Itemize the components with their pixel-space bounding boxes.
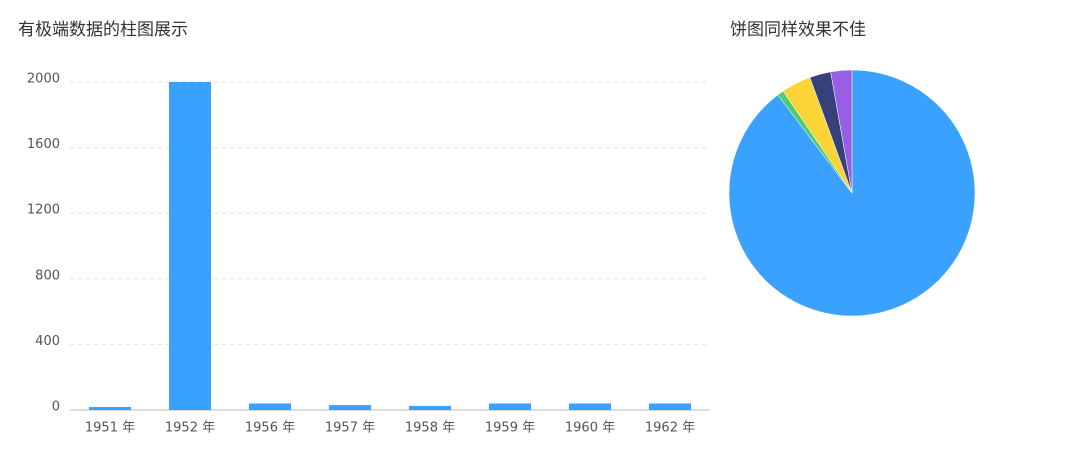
- x-tick-label: 1957 年: [325, 421, 375, 436]
- y-tick-label: 2000: [27, 72, 60, 87]
- bar: [409, 405, 451, 410]
- x-tick-label: 1962 年: [645, 421, 695, 436]
- y-tick-label: 800: [35, 268, 60, 283]
- y-tick-label: 400: [35, 334, 60, 349]
- bar: [89, 407, 131, 410]
- pie-title: 饼图同样效果不佳: [730, 20, 866, 40]
- x-tick-label: 1952 年: [165, 421, 215, 436]
- pie-slice: [830, 69, 853, 194]
- x-tick-label: 1958 年: [405, 421, 455, 436]
- x-tick-label: 1951 年: [85, 421, 135, 436]
- bar-title: 有极端数据的柱图展示: [18, 20, 188, 40]
- bar: [649, 403, 691, 410]
- x-tick-label: 1959 年: [485, 421, 535, 436]
- bar: [569, 403, 611, 410]
- bar: [169, 82, 211, 410]
- x-tick-label: 1960 年: [565, 421, 615, 436]
- y-tick-label: 1200: [27, 203, 60, 218]
- x-tick-label: 1956 年: [245, 421, 295, 436]
- y-tick-label: 0: [52, 400, 60, 415]
- y-tick-label: 1600: [27, 137, 60, 152]
- bar: [489, 403, 531, 410]
- bar: [329, 405, 371, 410]
- bar: [249, 403, 291, 410]
